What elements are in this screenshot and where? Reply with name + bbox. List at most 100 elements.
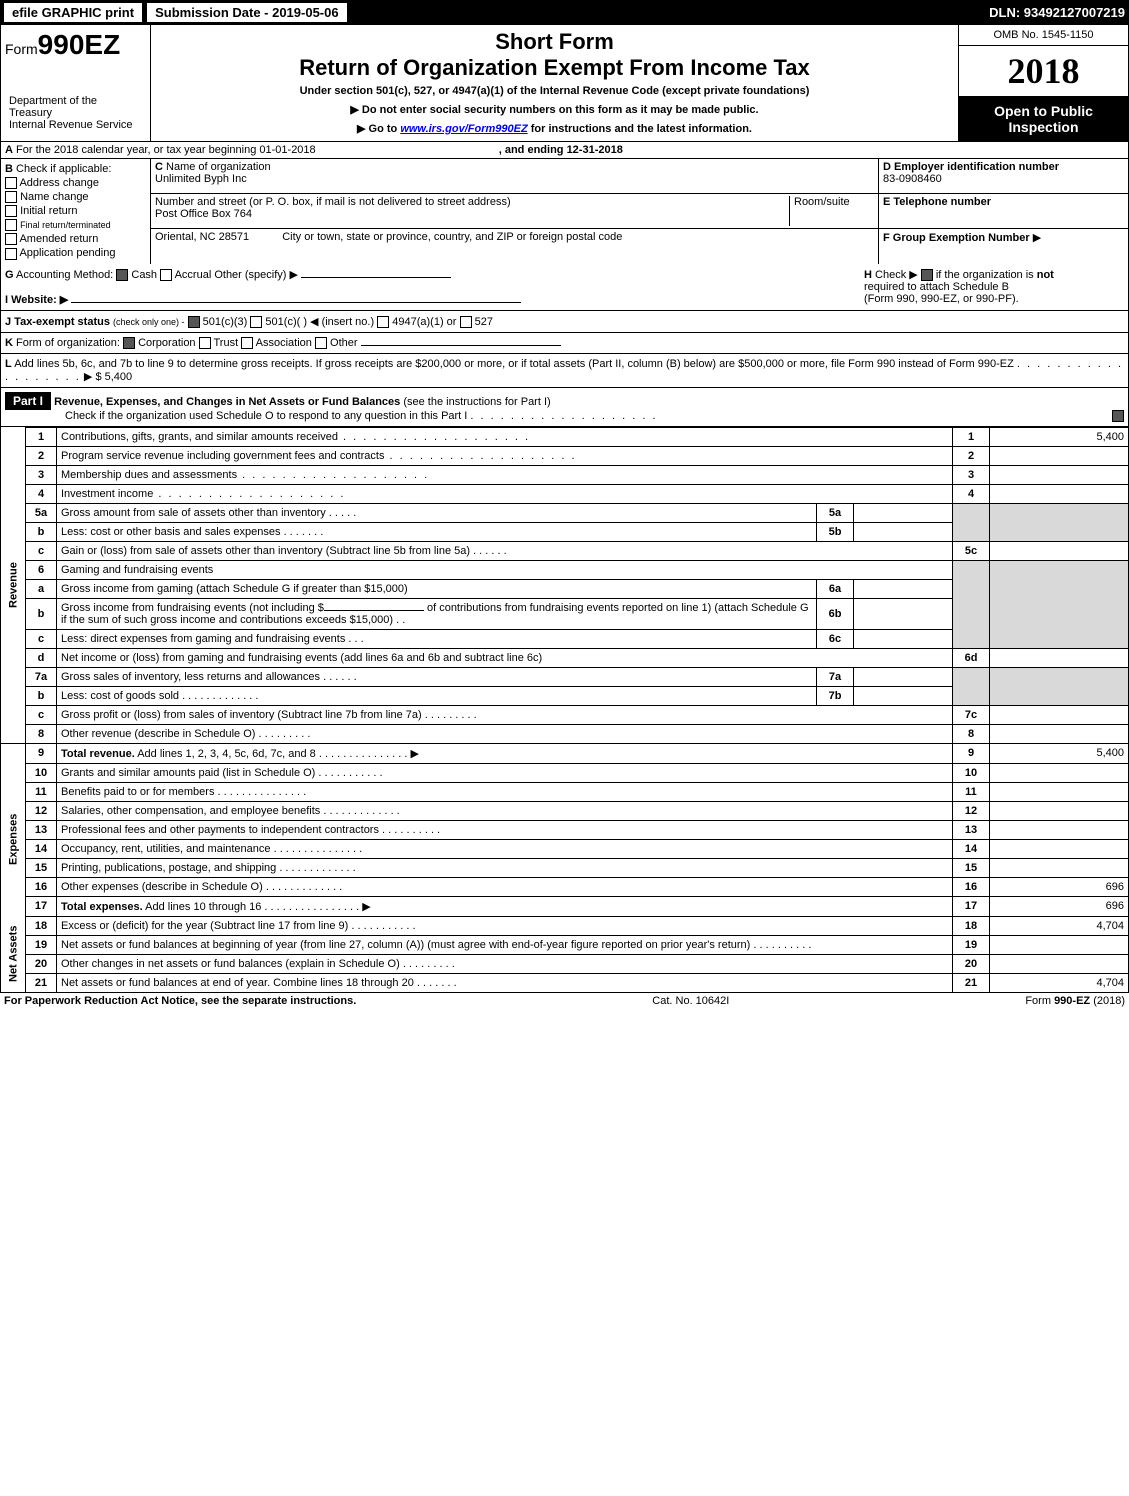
footer: For Paperwork Reduction Act Notice, see …	[0, 993, 1129, 1009]
line-5c-box: 5c	[953, 541, 990, 560]
footer-center: Cat. No. 10642I	[652, 995, 729, 1007]
line-13-num: 13	[26, 820, 57, 839]
line-17-num: 17	[26, 896, 57, 916]
line-6d-box: 6d	[953, 648, 990, 667]
part-1-checkbox[interactable]	[1112, 410, 1124, 422]
line-11-desc: Benefits paid to or for members	[61, 786, 214, 798]
line-3-num: 3	[26, 465, 57, 484]
line-6b-num: b	[26, 598, 57, 629]
final-return-label: Final return/terminated	[20, 220, 111, 230]
4947-label: 4947(a)(1) or	[392, 316, 456, 328]
top-bar: efile GRAPHIC print Submission Date - 20…	[0, 0, 1129, 25]
other-org-checkbox[interactable]	[315, 337, 327, 349]
line-12-box: 12	[953, 801, 990, 820]
line-19-num: 19	[26, 935, 57, 954]
efile-print-button[interactable]: efile GRAPHIC print	[4, 3, 142, 22]
line-5a-mini: 5a	[817, 503, 854, 522]
part-1-title-note: (see the instructions for Part I)	[403, 396, 550, 408]
goto-note: ▶ Go to www.irs.gov/Form990EZ for instru…	[161, 122, 948, 135]
submission-date: Submission Date - 2019-05-06	[146, 2, 348, 23]
irs-label: Internal Revenue Service	[9, 119, 142, 131]
room-label: Room/suite	[794, 196, 850, 208]
line-5a-desc: Gross amount from sale of assets other t…	[61, 507, 326, 519]
a-end: , and ending 12-31-2018	[499, 144, 623, 156]
other-specify-input[interactable]	[301, 277, 451, 278]
line-1-desc: Contributions, gifts, grants, and simila…	[61, 431, 338, 443]
k-label: K	[5, 337, 13, 349]
line-10-val	[990, 763, 1129, 782]
a-text: For the 2018 calendar year, or tax year …	[16, 144, 316, 156]
h-text3: (Form 990, 990-EZ, or 990-PF).	[864, 293, 1019, 305]
corp-checkbox[interactable]	[123, 337, 135, 349]
line-15-num: 15	[26, 858, 57, 877]
omb-number: OMB No. 1545-1150	[959, 25, 1128, 46]
527-checkbox[interactable]	[460, 316, 472, 328]
website-input[interactable]	[71, 302, 521, 303]
line-5c-desc: Gain or (loss) from sale of assets other…	[61, 545, 470, 557]
short-form-title: Short Form	[161, 29, 948, 55]
line-16-box: 16	[953, 877, 990, 896]
trust-label: Trust	[213, 337, 238, 349]
form-header: Form990EZ Department of the Treasury Int…	[0, 25, 1129, 142]
line-5c-num: c	[26, 541, 57, 560]
form-prefix: Form	[5, 41, 38, 57]
line-4-num: 4	[26, 484, 57, 503]
line-6b-input[interactable]	[324, 610, 424, 611]
return-subtitle: Under section 501(c), 527, or 4947(a)(1)…	[161, 85, 948, 97]
line-7-shade	[953, 667, 990, 705]
irs-link[interactable]: www.irs.gov/Form990EZ	[400, 123, 527, 135]
other-org-input[interactable]	[361, 345, 561, 346]
trust-checkbox[interactable]	[199, 337, 211, 349]
line-6d-num: d	[26, 648, 57, 667]
g-label: G	[5, 269, 14, 281]
amended-return-checkbox[interactable]	[5, 233, 17, 245]
return-title: Return of Organization Exempt From Incom…	[161, 55, 948, 81]
footer-right: Form 990-EZ (2018)	[1025, 995, 1125, 1007]
line-9-num: 9	[26, 743, 57, 763]
accrual-checkbox[interactable]	[160, 269, 172, 281]
527-label: 527	[475, 316, 493, 328]
line-6a-mini-val	[854, 579, 953, 598]
j-note: (check only one) -	[113, 317, 185, 327]
city-label: City or town, state or province, country…	[282, 231, 622, 243]
line-6-desc: Gaming and fundraising events	[57, 560, 953, 579]
line-19-desc: Net assets or fund balances at beginning…	[61, 939, 750, 951]
corp-label: Corporation	[138, 337, 195, 349]
initial-return-label: Initial return	[20, 205, 77, 217]
line-5b-mini: 5b	[817, 522, 854, 541]
line-5b-desc: Less: cost or other basis and sales expe…	[61, 526, 281, 538]
goto-post: for instructions and the latest informat…	[528, 123, 752, 135]
line-15-desc: Printing, publications, postage, and shi…	[61, 862, 276, 874]
final-return-checkbox[interactable]	[5, 219, 17, 231]
501c3-checkbox[interactable]	[188, 316, 200, 328]
cash-label: Cash	[131, 269, 157, 281]
address-change-checkbox[interactable]	[5, 177, 17, 189]
l-arrow: ▶	[84, 371, 92, 383]
name-change-checkbox[interactable]	[5, 191, 17, 203]
501c3-label: 501(c)(3)	[203, 316, 248, 328]
h-checkbox[interactable]	[921, 269, 933, 281]
line-6b-desc-pre: Gross income from fundraising events (no…	[61, 602, 324, 614]
line-6d-desc: Net income or (loss) from gaming and fun…	[57, 648, 953, 667]
amended-return-label: Amended return	[19, 233, 98, 245]
501c-checkbox[interactable]	[250, 316, 262, 328]
line-7c-box: 7c	[953, 705, 990, 724]
initial-return-checkbox[interactable]	[5, 205, 17, 217]
line-20-desc: Other changes in net assets or fund bala…	[61, 958, 400, 970]
line-9-val: 5,400	[990, 743, 1129, 763]
line-10-num: 10	[26, 763, 57, 782]
line-4-val	[990, 484, 1129, 503]
cash-checkbox[interactable]	[116, 269, 128, 281]
assoc-checkbox[interactable]	[241, 337, 253, 349]
row-l: L Add lines 5b, 6c, and 7b to line 9 to …	[0, 354, 1129, 388]
c-label: C	[155, 161, 163, 173]
footer-right-pre: Form	[1025, 995, 1054, 1007]
4947-checkbox[interactable]	[377, 316, 389, 328]
line-18-box: 18	[953, 916, 990, 935]
line-12-num: 12	[26, 801, 57, 820]
line-12-desc: Salaries, other compensation, and employ…	[61, 805, 320, 817]
line-6a-desc: Gross income from gaming (attach Schedul…	[57, 579, 817, 598]
application-pending-checkbox[interactable]	[5, 248, 17, 260]
line-4-desc: Investment income	[61, 488, 153, 500]
assoc-label: Association	[256, 337, 312, 349]
